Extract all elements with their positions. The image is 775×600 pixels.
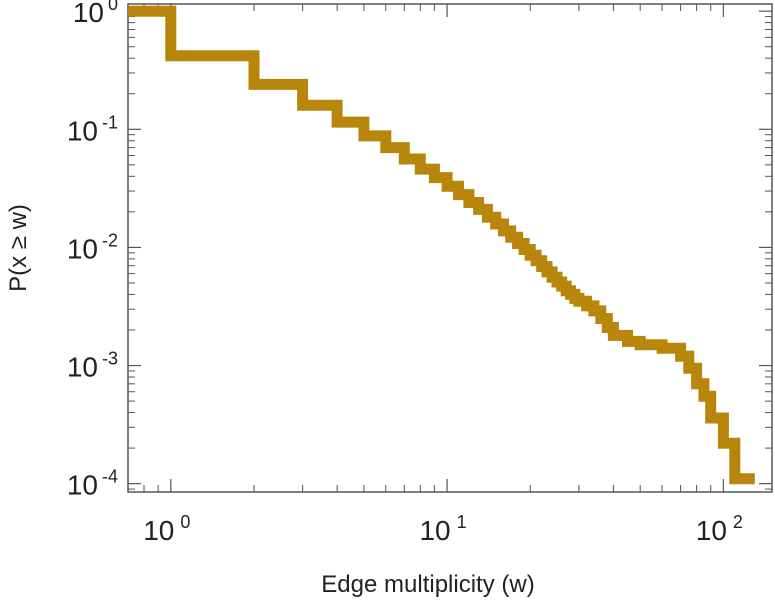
y-tick-label: 10 0 (73, 0, 118, 28)
x-tick-labels: 10 0 10 1 10 2 (143, 512, 743, 546)
y-axis-title: P(x ≥ w) (5, 204, 32, 292)
x-tick-label: 10 2 (696, 512, 743, 546)
y-tick-label: 10 -2 (67, 230, 118, 264)
y-tick-label: 10 -1 (67, 112, 118, 146)
x-tick-label: 10 0 (143, 512, 190, 546)
x-axis-title: Edge multiplicity (w) (321, 571, 534, 598)
plot-frame (127, 3, 773, 493)
y-tick-label: 10 -3 (67, 349, 118, 383)
minor-ticks (127, 4, 772, 492)
major-ticks (128, 4, 772, 492)
x-tick-label: 10 1 (419, 512, 466, 546)
series-step-line (128, 5, 755, 485)
y-tick-label: 10 -4 (67, 467, 118, 501)
